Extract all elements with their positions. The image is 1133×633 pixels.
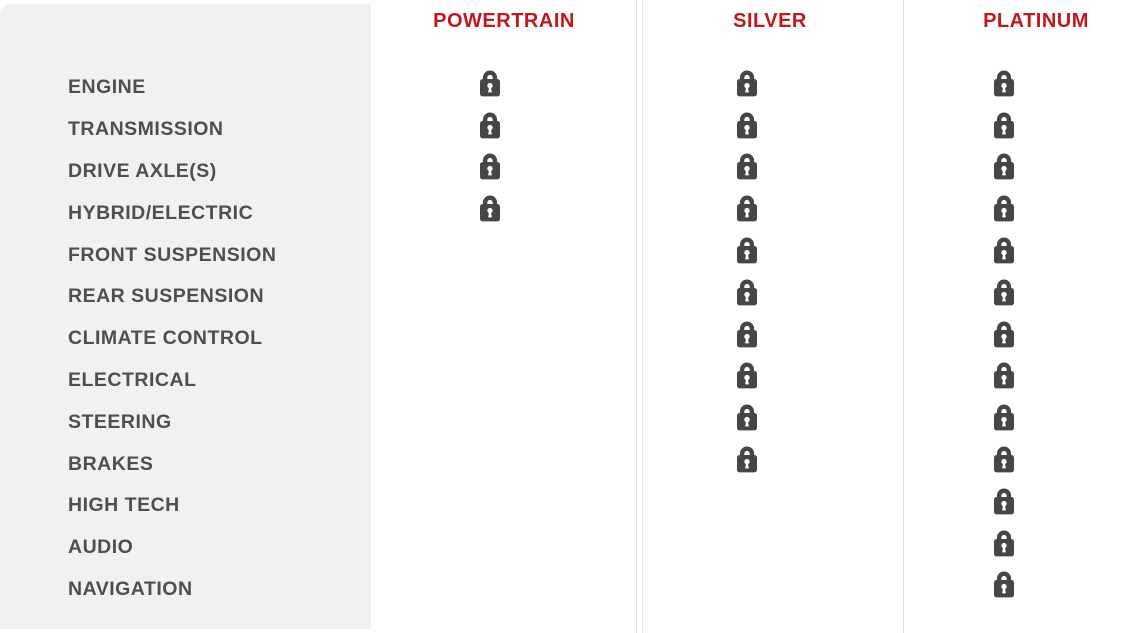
table-row: ELECTRICAL bbox=[0, 360, 1133, 402]
table-row: CLIMATE CONTROL bbox=[0, 318, 1133, 360]
coverage-cell-silver bbox=[618, 446, 875, 479]
lock-icon bbox=[994, 488, 1015, 515]
category-panel-background bbox=[0, 4, 371, 629]
coverage-cell-platinum bbox=[876, 363, 1133, 395]
lock-icon bbox=[737, 404, 758, 431]
lock-icon bbox=[737, 446, 758, 473]
row-label: HYBRID/ELECTRIC bbox=[68, 201, 254, 224]
table-row: ENGINE bbox=[0, 67, 1133, 109]
lock-icon bbox=[737, 279, 758, 306]
lock-icon bbox=[994, 237, 1015, 264]
lock-icon bbox=[737, 112, 758, 139]
lock-icon bbox=[479, 154, 500, 180]
lock-icon bbox=[737, 154, 758, 180]
table-row: NAVIGATION bbox=[0, 569, 1133, 611]
column-header-platinum: PLATINUM bbox=[983, 10, 1089, 32]
column-divider bbox=[903, 0, 904, 633]
coverage-cell-platinum bbox=[876, 70, 1133, 103]
coverage-cell-platinum bbox=[876, 154, 1133, 186]
coverage-cell-silver bbox=[618, 321, 875, 354]
column-header-silver: SILVER bbox=[733, 10, 807, 32]
row-label: CLIMATE CONTROL bbox=[68, 327, 263, 350]
coverage-cell-powertrain bbox=[361, 195, 618, 228]
lock-icon bbox=[994, 70, 1015, 97]
table-row: HIGH TECH bbox=[0, 485, 1133, 527]
coverage-cell-powertrain bbox=[361, 112, 618, 145]
coverage-cell-silver bbox=[618, 195, 875, 228]
coverage-cell-platinum bbox=[876, 488, 1133, 521]
lock-icon bbox=[994, 112, 1015, 139]
row-label: NAVIGATION bbox=[68, 577, 193, 600]
column-divider bbox=[636, 0, 637, 633]
coverage-cell-silver bbox=[618, 237, 875, 270]
coverage-cell-powertrain bbox=[361, 70, 618, 103]
coverage-cell-silver bbox=[618, 404, 875, 437]
coverage-cell-platinum bbox=[876, 404, 1133, 437]
coverage-cell-platinum bbox=[876, 279, 1133, 312]
lock-icon bbox=[994, 404, 1015, 431]
row-label: AUDIO bbox=[68, 536, 134, 559]
table-row: STEERING bbox=[0, 401, 1133, 443]
coverage-cell-platinum bbox=[876, 112, 1133, 145]
coverage-cell-silver bbox=[618, 279, 875, 312]
lock-icon bbox=[994, 279, 1015, 306]
lock-icon bbox=[994, 321, 1015, 348]
lock-icon bbox=[737, 237, 758, 264]
coverage-cell-platinum bbox=[876, 195, 1133, 228]
coverage-cell-silver bbox=[618, 154, 875, 186]
lock-icon bbox=[479, 112, 500, 139]
table-row: FRONT SUSPENSION bbox=[0, 234, 1133, 276]
lock-icon bbox=[994, 446, 1015, 473]
row-label: STEERING bbox=[68, 410, 172, 433]
lock-icon bbox=[737, 321, 758, 348]
column-header-powertrain: POWERTRAIN bbox=[433, 10, 575, 32]
lock-icon bbox=[737, 70, 758, 97]
coverage-cell-platinum bbox=[876, 530, 1133, 563]
table-row: BRAKES bbox=[0, 443, 1133, 485]
coverage-rows: ENGINE TRANSMISSION DRIVE AXLE(S) HYBRID/EL… bbox=[0, 67, 1133, 610]
lock-icon bbox=[994, 363, 1015, 389]
table-row: REAR SUSPENSION bbox=[0, 276, 1133, 318]
lock-icon bbox=[994, 530, 1015, 557]
coverage-cell-silver bbox=[618, 363, 875, 395]
table-row: HYBRID/ELECTRIC bbox=[0, 192, 1133, 234]
lock-icon bbox=[994, 195, 1015, 222]
row-label: FRONT SUSPENSION bbox=[68, 243, 277, 266]
coverage-cell-powertrain bbox=[361, 154, 618, 186]
lock-icon bbox=[737, 195, 758, 222]
row-label: BRAKES bbox=[68, 452, 154, 475]
column-divider bbox=[642, 0, 643, 633]
row-label: REAR SUSPENSION bbox=[68, 285, 265, 308]
coverage-cell-platinum bbox=[876, 237, 1133, 270]
row-label: DRIVE AXLE(S) bbox=[68, 159, 217, 182]
lock-icon bbox=[479, 195, 500, 222]
coverage-cell-platinum bbox=[876, 572, 1133, 604]
plan-header-row: POWERTRAIN SILVER PLATINUM bbox=[371, 10, 1133, 33]
lock-icon bbox=[994, 572, 1015, 598]
table-row: AUDIO bbox=[0, 527, 1133, 569]
lock-icon bbox=[737, 363, 758, 389]
lock-icon bbox=[479, 70, 500, 97]
row-label: ELECTRICAL bbox=[68, 368, 197, 391]
coverage-cell-silver bbox=[618, 112, 875, 145]
row-label: ENGINE bbox=[68, 76, 146, 99]
table-row: TRANSMISSION bbox=[0, 109, 1133, 151]
lock-icon bbox=[994, 154, 1015, 180]
row-label: HIGH TECH bbox=[68, 494, 180, 517]
coverage-cell-platinum bbox=[876, 321, 1133, 354]
coverage-cell-silver bbox=[618, 70, 875, 103]
table-row: DRIVE AXLE(S) bbox=[0, 151, 1133, 193]
coverage-cell-platinum bbox=[876, 446, 1133, 479]
row-label: TRANSMISSION bbox=[68, 118, 224, 141]
